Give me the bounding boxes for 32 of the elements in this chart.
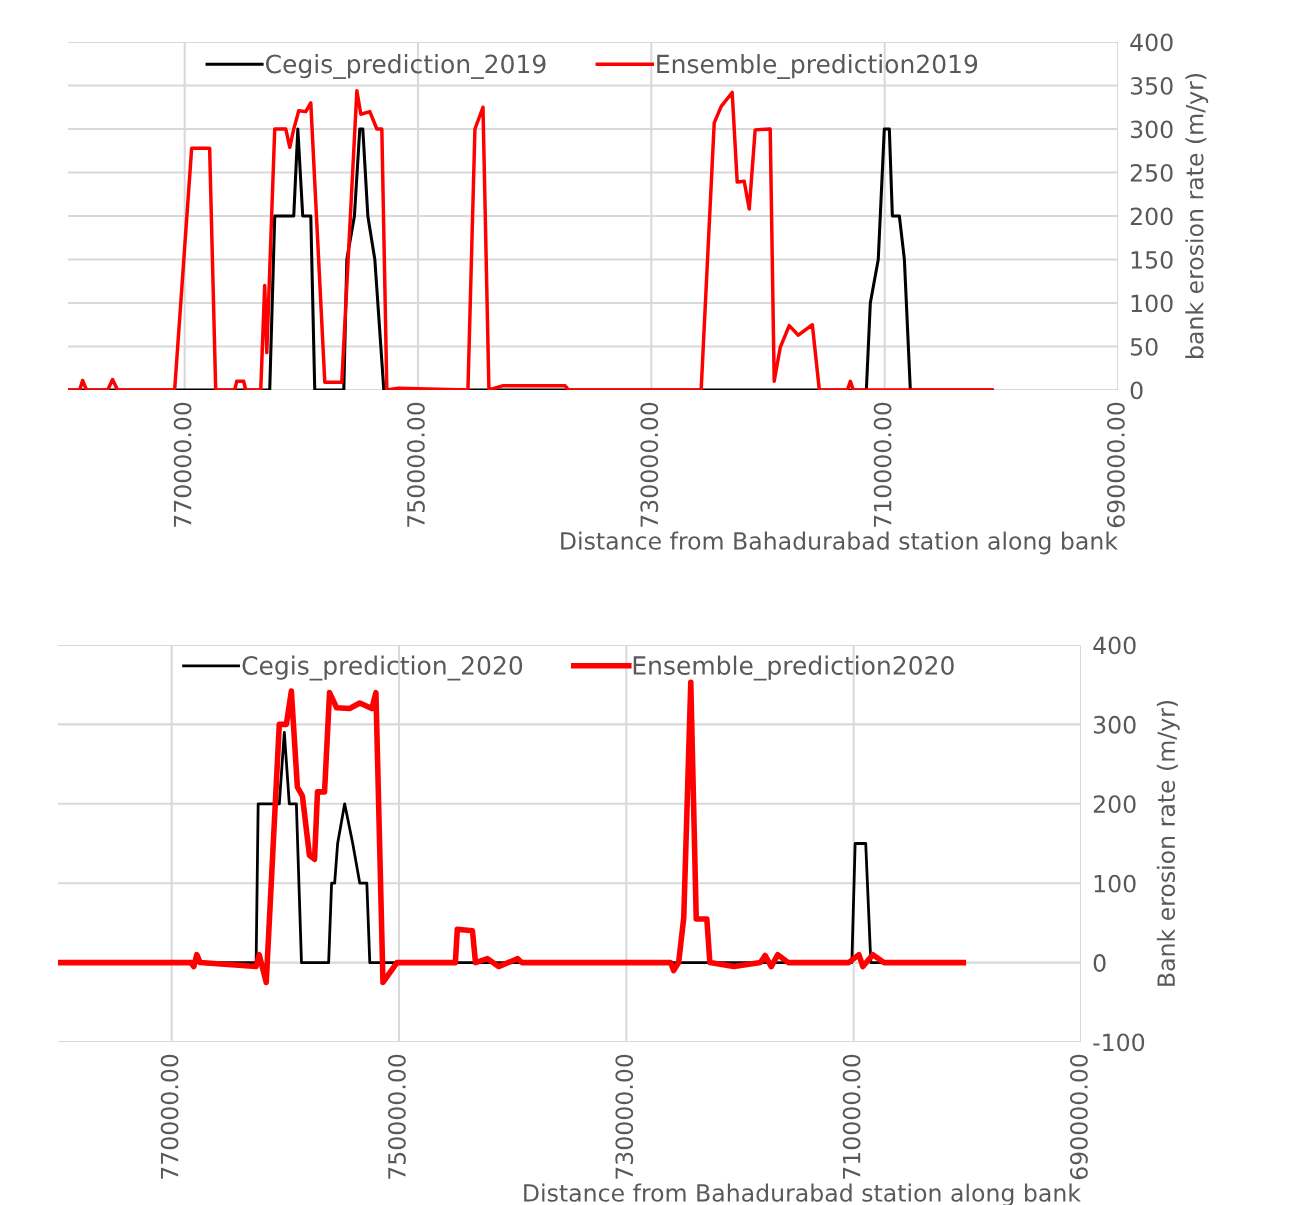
x-tick-label: 730000.00: [615, 1054, 634, 1179]
y-tick-label: -100: [1093, 1033, 1145, 1052]
x-tick-label: 690000.00: [1069, 1054, 1088, 1180]
x-tick-label: 770000.00: [173, 402, 192, 527]
x-tick-label: 710000.00: [842, 1054, 861, 1179]
legend-label: Ensemble_prediction2019: [657, 54, 978, 79]
y-tick-label: 150: [1131, 250, 1173, 269]
y-tick-label: 300: [1093, 715, 1136, 734]
y-tick-label: 200: [1130, 207, 1173, 226]
y-axis-title: bank erosion rate (m/yr): [1185, 74, 1209, 358]
y-tick-label: 350: [1130, 76, 1173, 95]
y-tick-label: 250: [1130, 163, 1173, 182]
legend-label: Ensemble_prediction2020: [633, 655, 954, 681]
y-tick-label: 300: [1130, 120, 1173, 139]
x-tick-label: 730000.00: [640, 402, 659, 527]
x-tick-label: 750000.00: [387, 1054, 406, 1179]
x-tick-label: 770000.00: [160, 1054, 179, 1179]
legend-label: Cegis_prediction_2020: [242, 655, 523, 681]
x-tick-label: 710000.00: [873, 402, 892, 527]
x-tick-label: 690000.00: [1106, 402, 1125, 528]
y-tick-label: 50: [1130, 337, 1158, 356]
x-tick-label: 750000.00: [406, 402, 425, 527]
y-axis-title: Bank erosion rate (m/yr): [1156, 700, 1180, 986]
legend-label: Cegis_prediction_2019: [265, 54, 546, 79]
y-tick-label: 0: [1093, 954, 1106, 972]
y-tick-label: 100: [1131, 294, 1173, 313]
x-axis-title: Distance from Bahadurabad station along bank: [561, 531, 1118, 555]
y-tick-label: 400: [1130, 33, 1173, 52]
y-tick-label: 0: [1130, 381, 1143, 400]
y-tick-label: 100: [1094, 874, 1136, 893]
y-tick-label: 400: [1093, 636, 1136, 655]
y-tick-label: 200: [1093, 795, 1136, 814]
